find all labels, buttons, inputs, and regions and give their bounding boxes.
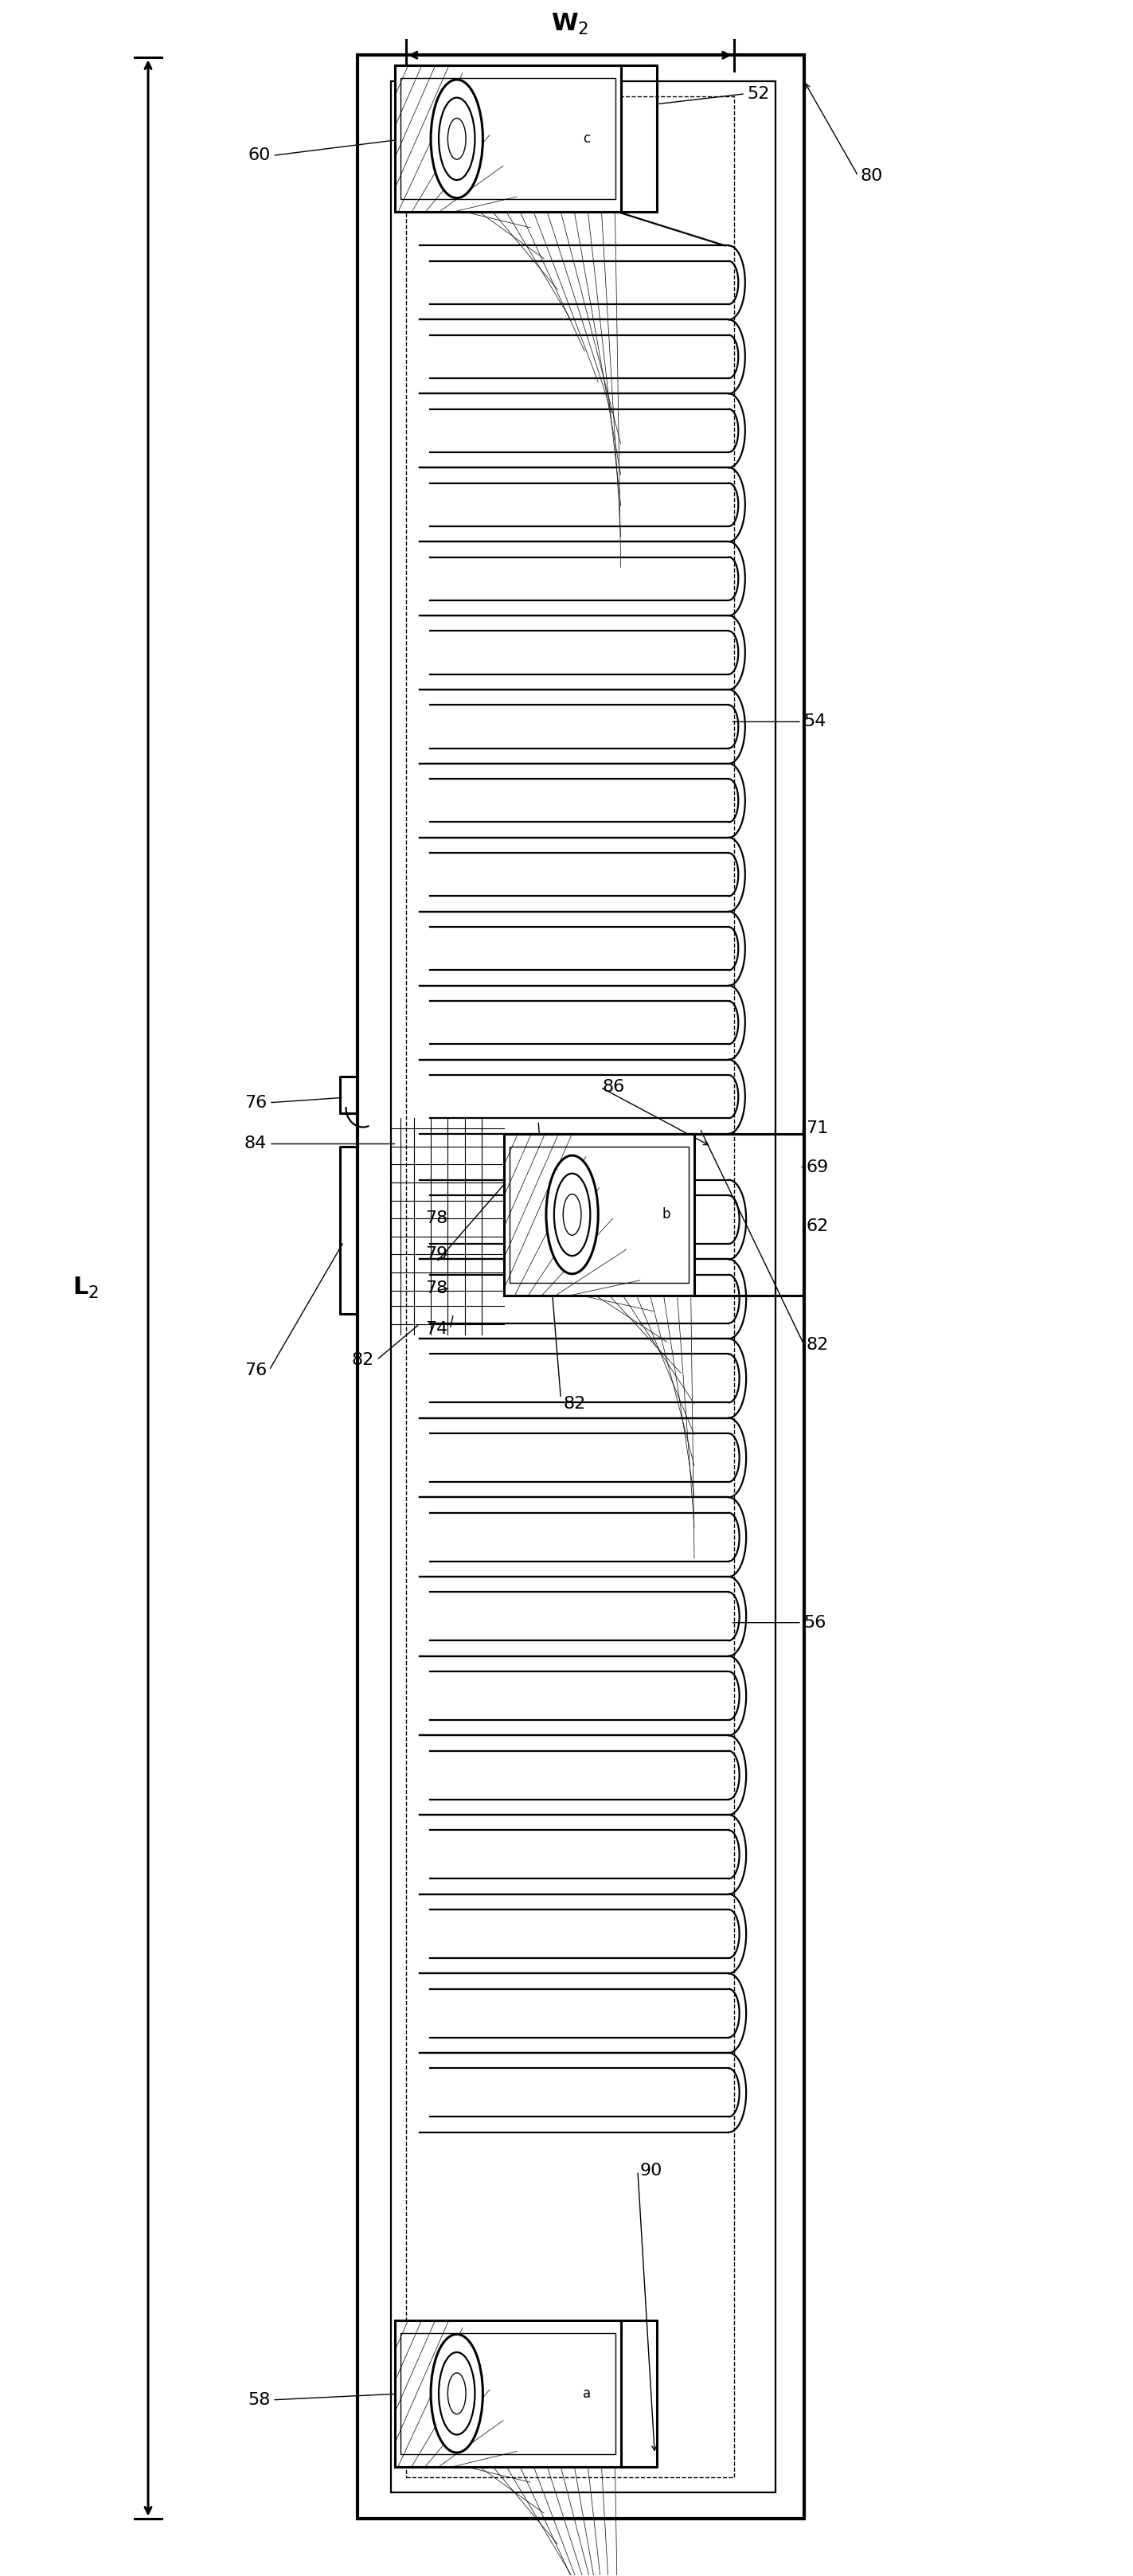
Text: 76: 76 bbox=[245, 1095, 267, 1110]
Bar bbox=[504, 1133, 695, 1296]
Text: 90: 90 bbox=[640, 2164, 663, 2179]
Text: 79: 79 bbox=[425, 1247, 448, 1262]
Text: 69: 69 bbox=[807, 1159, 828, 1175]
Text: 78: 78 bbox=[425, 1280, 448, 1296]
Bar bbox=[357, 54, 804, 2519]
Circle shape bbox=[554, 1175, 590, 1257]
Circle shape bbox=[431, 2334, 483, 2452]
Circle shape bbox=[438, 98, 475, 180]
Circle shape bbox=[431, 80, 483, 198]
Text: 82: 82 bbox=[807, 1337, 828, 1352]
Text: 54: 54 bbox=[804, 714, 827, 729]
Text: 56: 56 bbox=[804, 1615, 827, 1631]
Text: 84: 84 bbox=[245, 1136, 267, 1151]
Text: c: c bbox=[583, 131, 590, 147]
Circle shape bbox=[448, 118, 466, 160]
Text: 62: 62 bbox=[807, 1218, 828, 1234]
Text: 86: 86 bbox=[603, 1079, 625, 1095]
Text: a: a bbox=[582, 2385, 591, 2401]
Bar bbox=[406, 95, 734, 2478]
Text: 80: 80 bbox=[860, 167, 883, 183]
Bar bbox=[400, 2334, 615, 2455]
Text: L$_2$: L$_2$ bbox=[73, 1275, 100, 1301]
Bar bbox=[391, 80, 776, 2494]
Bar bbox=[394, 64, 621, 211]
Bar bbox=[394, 2321, 621, 2468]
Text: b: b bbox=[662, 1208, 671, 1221]
Text: 52: 52 bbox=[748, 85, 770, 100]
Text: 58: 58 bbox=[248, 2393, 271, 2409]
Text: 71: 71 bbox=[807, 1121, 828, 1136]
Bar bbox=[510, 1146, 689, 1283]
Text: 78: 78 bbox=[425, 1211, 448, 1226]
Text: 74: 74 bbox=[425, 1321, 448, 1337]
Text: 60: 60 bbox=[248, 147, 271, 162]
Circle shape bbox=[438, 2352, 475, 2434]
Circle shape bbox=[563, 1195, 581, 1236]
Circle shape bbox=[448, 2372, 466, 2414]
Bar bbox=[400, 77, 615, 198]
Text: 82: 82 bbox=[563, 1396, 586, 1412]
Text: W$_2$: W$_2$ bbox=[551, 13, 589, 36]
Text: 82: 82 bbox=[351, 1352, 374, 1368]
Text: 76: 76 bbox=[245, 1363, 267, 1378]
Circle shape bbox=[546, 1157, 598, 1275]
